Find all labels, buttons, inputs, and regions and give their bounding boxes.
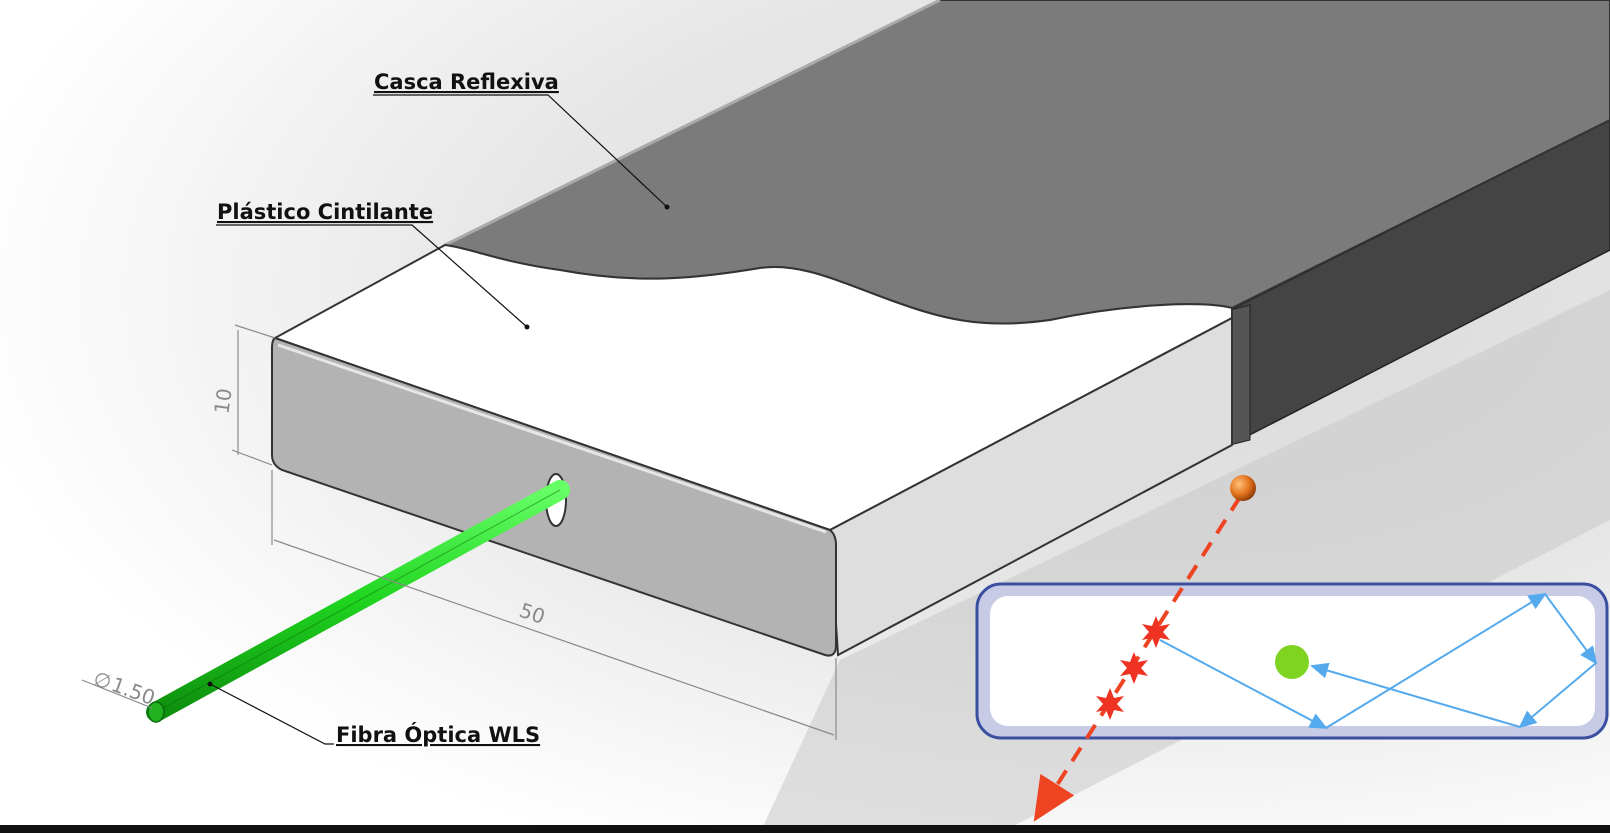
scintillation-flashes [1096, 616, 1170, 720]
drop-shadow [760, 290, 1610, 833]
dimension-height-label: 10 [209, 387, 236, 416]
label-scintillator: Plástico Cintilante [217, 200, 433, 224]
dimension-fiber-diameter [81, 679, 153, 709]
dimension-width [271, 470, 837, 740]
wls-fiber-end [147, 701, 165, 723]
bottom-bar [0, 825, 1610, 833]
particle-track [1033, 495, 1242, 822]
label-fiber: Fibra Óptica WLS [336, 722, 540, 747]
light-rays [1159, 592, 1598, 729]
wls-fiber-outline [155, 489, 561, 713]
scintillator-front-highlight [277, 343, 827, 534]
leader-dot-fiber [207, 681, 213, 687]
reflective-shell-edge [444, 0, 941, 247]
leader-lines [209, 94, 668, 745]
label-reflective-shell: Casca Reflexiva [374, 70, 559, 94]
inset-fiber-section [1275, 645, 1309, 679]
leader-dot-scintillator [524, 324, 530, 330]
dimension-height [231, 324, 276, 466]
particle [1230, 475, 1256, 501]
leader-dot-shell [664, 204, 670, 210]
